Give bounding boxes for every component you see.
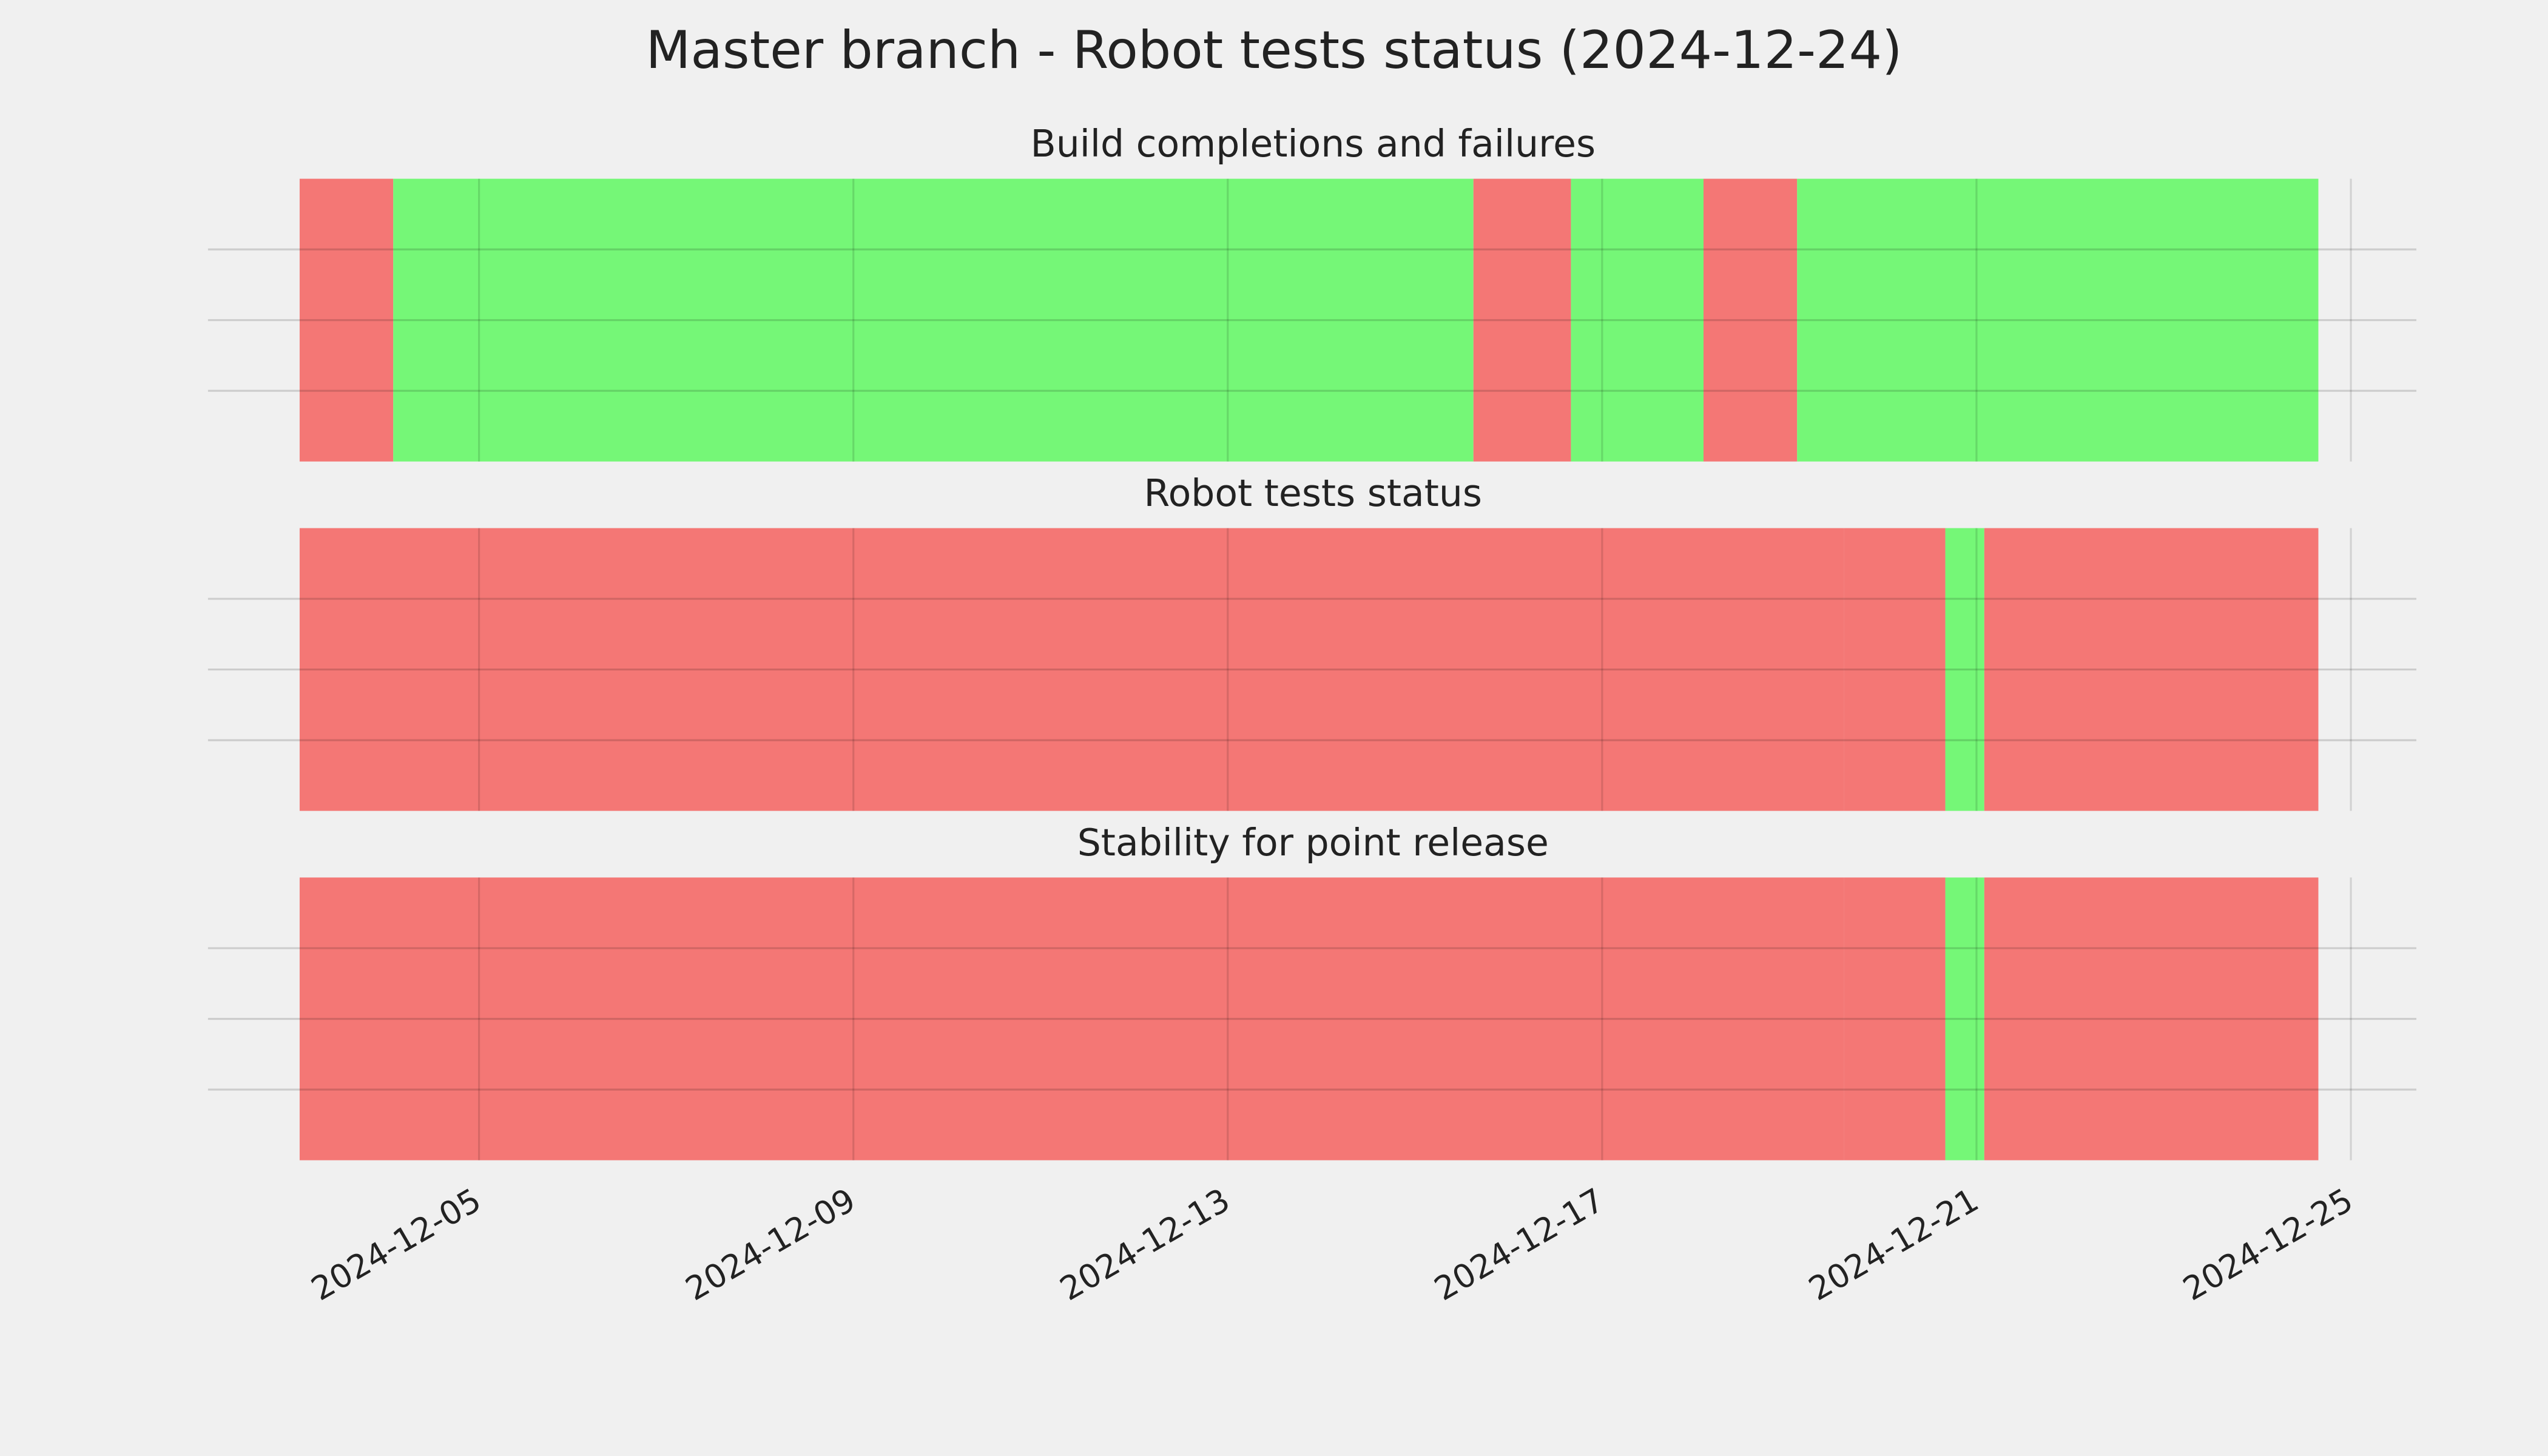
status-segment bbox=[299, 528, 1844, 811]
status-segment bbox=[1945, 528, 1984, 811]
subplot-title: Robot tests status bbox=[1144, 471, 1482, 515]
subplot-title: Build completions and failures bbox=[1030, 122, 1596, 166]
status-segment bbox=[1984, 528, 2319, 811]
status-segment bbox=[1844, 528, 1946, 811]
status-segment bbox=[1797, 178, 2319, 462]
status-segment bbox=[1984, 877, 2319, 1161]
status-segment bbox=[1473, 178, 1571, 462]
status-segment bbox=[299, 178, 394, 462]
status-segment bbox=[1945, 877, 1984, 1161]
status-segment bbox=[393, 178, 1474, 462]
status-segment bbox=[1703, 178, 1798, 462]
status-segment bbox=[1844, 877, 1946, 1161]
status-segment bbox=[1571, 178, 1704, 462]
status-segment bbox=[299, 877, 1844, 1161]
chart-title: Master branch - Robot tests status (2024… bbox=[645, 20, 1902, 81]
subplot-title: Stability for point release bbox=[1077, 821, 1549, 864]
